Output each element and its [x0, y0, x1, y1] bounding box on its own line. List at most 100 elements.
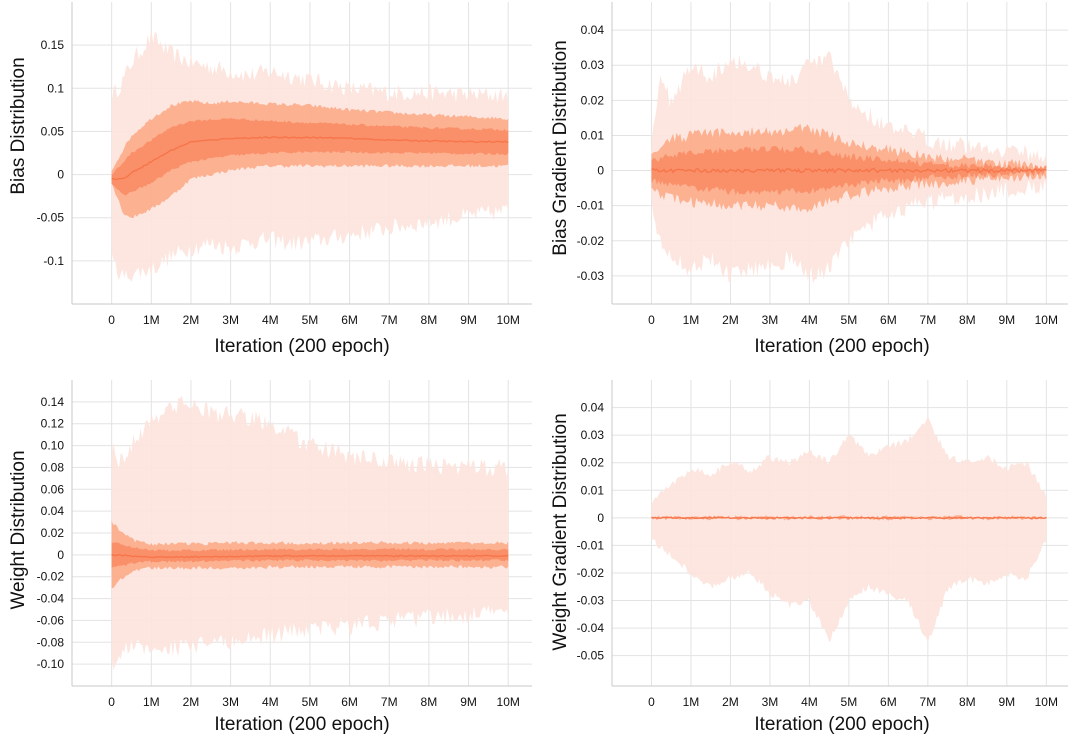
y-tick-label: 0.14 [41, 395, 65, 409]
y-tick-label: 0.10 [41, 439, 65, 453]
x-tick-label: 5M [841, 695, 858, 709]
x-tick-label: 10M [1035, 695, 1058, 709]
y-tick-label: 0 [57, 168, 64, 182]
x-tick-label: 5M [841, 313, 858, 327]
x-tick-label: 9M [460, 695, 477, 709]
y-tick-label: -0.05 [37, 211, 65, 225]
x-tick-label: 6M [341, 695, 358, 709]
median-line [111, 136, 509, 181]
y-tick-label: -0.02 [577, 234, 605, 248]
x-tick-label: 3M [762, 313, 779, 327]
y-tick-label: 0.08 [41, 460, 65, 474]
x-tick-label: 6M [880, 313, 897, 327]
x-tick-label: 0 [648, 695, 655, 709]
x-tick-label: 1M [683, 695, 700, 709]
median-line [651, 167, 1047, 174]
median-line [111, 553, 509, 559]
ylabel-weight-gradient: Weight Gradient Distribution [550, 413, 571, 650]
y-tick-label: 0.12 [41, 417, 65, 431]
x-tick-label: 2M [183, 313, 200, 327]
x-tick-label: 5M [302, 695, 319, 709]
x-tick-label: 3M [222, 313, 239, 327]
x-tick-label: 6M [880, 695, 897, 709]
x-tick-label: 5M [302, 313, 319, 327]
x-tick-label: 8M [959, 313, 976, 327]
y-tick-label: -0.03 [577, 594, 605, 608]
xlabel-weight-gradient: Iteration (200 epoch) [754, 714, 929, 735]
x-tick-label: 1M [683, 313, 700, 327]
y-tick-label: -0.08 [37, 635, 65, 649]
ylabel-bias: Bias Distribution [8, 57, 29, 194]
y-tick-label: -0.05 [577, 649, 605, 663]
y-tick-label: -0.06 [37, 613, 65, 627]
y-tick-label: -0.01 [577, 199, 605, 213]
x-tick-label: 9M [998, 313, 1015, 327]
x-tick-label: 3M [222, 695, 239, 709]
y-tick-label: 0.02 [581, 93, 605, 107]
x-tick-label: 4M [801, 695, 818, 709]
y-tick-label: 0 [597, 511, 604, 525]
y-tick-label: -0.01 [577, 538, 605, 552]
x-tick-label: 7M [381, 313, 398, 327]
y-tick-label: 0.04 [581, 401, 605, 415]
y-tick-label: -0.03 [577, 269, 605, 283]
band-outer [651, 416, 1047, 643]
x-tick-label: 10M [497, 695, 520, 709]
y-tick-label: 0.01 [581, 483, 605, 497]
xlabel-bias-gradient: Iteration (200 epoch) [754, 336, 929, 357]
x-tick-label: 8M [959, 695, 976, 709]
chart-bias-gradient: -0.03 -0.02 -0.01 0 0.01 0.02 0.03 0.04 0 1M 2M 3M 4… [550, 2, 1068, 357]
x-tick-label: 9M [998, 695, 1015, 709]
band-outer [111, 395, 509, 670]
x-tick-label: 0 [108, 313, 115, 327]
x-tick-label: 0 [108, 695, 115, 709]
band-inner [651, 145, 1047, 196]
x-tick-label: 4M [262, 695, 279, 709]
y-tick-label: 0 [57, 548, 64, 562]
x-tick-label: 2M [183, 695, 200, 709]
x-tick-label: 4M [262, 313, 279, 327]
y-tick-label: 0.04 [581, 23, 605, 37]
ylabel-bias-gradient: Bias Gradient Distribution [550, 40, 571, 255]
x-tick-label: 8M [421, 313, 438, 327]
y-tick-label: 0.1 [47, 81, 64, 95]
chart-bias: -0.1 -0.05 0 0.05 0.1 0.15 0 1M 2M 3M 4M 5M 6M 7M 8M 9M… [8, 2, 532, 357]
y-tick-label: -0.10 [37, 657, 65, 671]
y-tick-label: 0.03 [581, 58, 605, 72]
y-tick-label: 0.04 [41, 504, 65, 518]
y-tick-label: -0.1 [43, 254, 64, 268]
x-tick-label: 4M [801, 313, 818, 327]
y-tick-label: 0.01 [581, 128, 605, 142]
x-tick-label: 6M [341, 313, 358, 327]
y-tick-label: -0.04 [37, 592, 65, 606]
x-tick-label: 3M [762, 695, 779, 709]
x-tick-label: 9M [460, 313, 477, 327]
x-tick-label: 0 [648, 313, 655, 327]
xlabel-weight: Iteration (200 epoch) [214, 714, 389, 735]
median-line [651, 516, 1047, 520]
x-tick-label: 2M [722, 695, 739, 709]
xlabel-bias: Iteration (200 epoch) [214, 336, 389, 357]
y-tick-label: 0.02 [581, 456, 605, 470]
x-tick-label: 7M [920, 313, 937, 327]
band-inner [111, 117, 509, 196]
x-tick-label: 10M [497, 313, 520, 327]
ylabel-weight: Weight Distribution [8, 450, 29, 609]
x-tick-label: 7M [381, 695, 398, 709]
y-tick-label: 0.15 [41, 38, 65, 52]
y-tick-label: 0.05 [41, 124, 65, 138]
x-tick-label: 1M [143, 313, 160, 327]
y-tick-label: 0.06 [41, 482, 65, 496]
x-tick-label: 8M [421, 695, 438, 709]
chart-weight-gradient: -0.05 -0.04 -0.03 -0.02 -0.01 0 0.01 0.02 0.03 0.… [550, 380, 1068, 735]
y-tick-label: -0.02 [577, 566, 605, 580]
x-tick-label: 10M [1035, 313, 1058, 327]
chart-weight: -0.10 -0.08 -0.06 -0.04 -0.02 0 0.02 0.04 0.06 0.… [8, 380, 532, 735]
x-tick-label: 2M [722, 313, 739, 327]
y-tick-label: 0 [597, 164, 604, 178]
y-tick-label: -0.02 [37, 570, 65, 584]
y-tick-label: -0.04 [577, 621, 605, 635]
y-tick-label: 0.03 [581, 428, 605, 442]
x-tick-label: 1M [143, 695, 160, 709]
